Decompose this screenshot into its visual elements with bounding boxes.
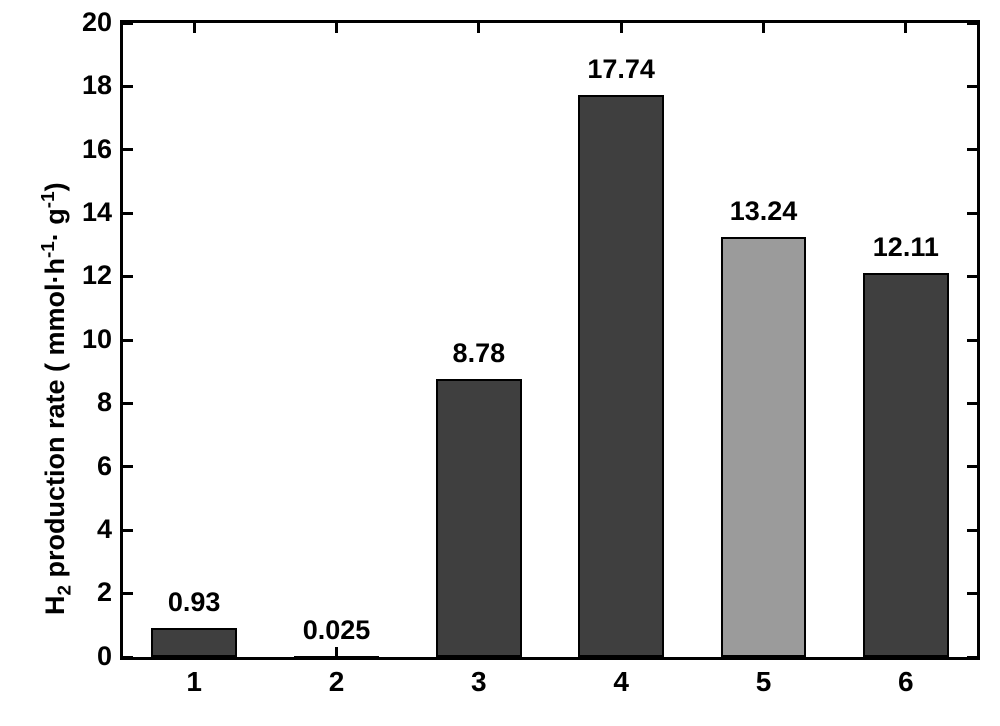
ytick-mark <box>123 85 133 88</box>
ytick-mark <box>967 339 977 342</box>
xtick-label: 4 <box>601 666 641 698</box>
ytick-mark <box>967 529 977 532</box>
ytick-mark <box>967 465 977 468</box>
ytick-mark <box>967 592 977 595</box>
ytick-mark <box>123 656 133 659</box>
ytick-label: 18 <box>82 70 112 101</box>
ytick-mark <box>123 465 133 468</box>
xtick-label: 1 <box>174 666 214 698</box>
ytick-mark <box>967 212 977 215</box>
ytick-mark <box>967 275 977 278</box>
bar-value-label: 12.11 <box>836 232 976 263</box>
ytick-label: 20 <box>82 7 112 38</box>
xtick-mark <box>193 23 196 33</box>
h2-production-bar-chart: H2 production rate ( mmol·h-1· g-1) 0 2 4 6… <box>0 0 1000 726</box>
plot-area <box>120 20 980 660</box>
ytick-mark <box>967 85 977 88</box>
ytick-mark <box>123 402 133 405</box>
bar <box>578 95 663 657</box>
ytick-label: 6 <box>97 451 112 482</box>
ytick-mark <box>967 148 977 151</box>
xtick-label: 6 <box>886 666 926 698</box>
xtick-label: 5 <box>744 666 784 698</box>
bar-value-label: 8.78 <box>409 338 549 369</box>
ytick-label: 0 <box>97 641 112 672</box>
xtick-mark <box>904 23 907 33</box>
ytick-label: 16 <box>82 134 112 165</box>
y-axis-label: H2 production rate ( mmol·h-1· g-1) <box>38 182 76 615</box>
bar-value-label: 13.24 <box>694 196 834 227</box>
bar <box>721 237 806 657</box>
bar-value-label: 17.74 <box>551 54 691 85</box>
ytick-mark <box>123 529 133 532</box>
bar <box>294 656 379 660</box>
ytick-mark <box>123 212 133 215</box>
ytick-label: 4 <box>97 514 112 545</box>
ytick-label: 12 <box>82 260 112 291</box>
bar <box>151 628 236 657</box>
ytick-mark <box>967 22 977 25</box>
ytick-label: 2 <box>97 577 112 608</box>
ytick-mark <box>967 656 977 659</box>
xtick-mark <box>620 23 623 33</box>
ytick-mark <box>123 275 133 278</box>
ytick-mark <box>123 22 133 25</box>
bar-value-label: 0.025 <box>267 615 407 646</box>
xtick-label: 2 <box>317 666 357 698</box>
bar <box>436 379 521 657</box>
xtick-mark <box>477 23 480 33</box>
ytick-label: 14 <box>82 197 112 228</box>
xtick-mark <box>762 23 765 33</box>
xtick-label: 3 <box>459 666 499 698</box>
ytick-mark <box>967 402 977 405</box>
xtick-mark <box>335 23 338 33</box>
bar <box>863 273 948 657</box>
bar-value-label: 0.93 <box>124 587 264 618</box>
ytick-label: 8 <box>97 387 112 418</box>
ytick-mark <box>123 148 133 151</box>
ytick-mark <box>123 339 133 342</box>
ytick-label: 10 <box>82 324 112 355</box>
